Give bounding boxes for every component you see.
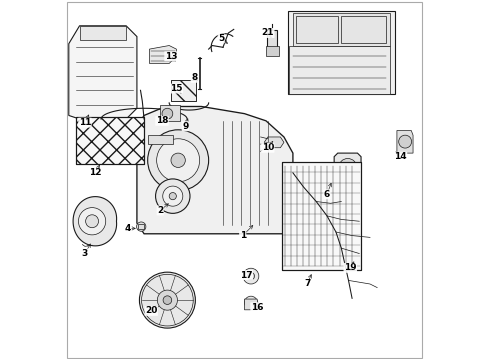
Text: 17: 17 bbox=[240, 270, 252, 279]
Text: 3: 3 bbox=[81, 249, 88, 258]
Circle shape bbox=[162, 108, 172, 119]
Text: 19: 19 bbox=[343, 264, 356, 273]
Text: 21: 21 bbox=[261, 28, 273, 37]
Circle shape bbox=[163, 296, 171, 305]
Bar bbox=[282, 162, 360, 270]
Bar bbox=[76, 117, 144, 164]
Circle shape bbox=[147, 130, 208, 191]
Text: 2: 2 bbox=[157, 206, 163, 215]
Text: 6: 6 bbox=[323, 190, 329, 199]
Bar bbox=[341, 16, 386, 43]
Polygon shape bbox=[396, 131, 412, 153]
Bar bbox=[171, 80, 196, 101]
Bar bbox=[147, 135, 172, 144]
Circle shape bbox=[155, 179, 190, 213]
Text: 16: 16 bbox=[250, 303, 263, 312]
Text: 20: 20 bbox=[145, 306, 157, 315]
Polygon shape bbox=[287, 12, 394, 94]
Bar bbox=[160, 105, 180, 121]
Text: 7: 7 bbox=[304, 279, 310, 288]
Circle shape bbox=[244, 296, 257, 309]
Bar bbox=[171, 80, 196, 101]
Bar bbox=[265, 46, 278, 56]
Bar bbox=[282, 162, 360, 270]
Circle shape bbox=[85, 215, 99, 228]
Text: 11: 11 bbox=[79, 118, 91, 127]
Circle shape bbox=[338, 158, 356, 176]
Text: 4: 4 bbox=[124, 224, 131, 233]
Circle shape bbox=[157, 290, 177, 310]
Text: 12: 12 bbox=[89, 168, 102, 177]
Text: 18: 18 bbox=[156, 116, 168, 125]
Text: 10: 10 bbox=[261, 143, 273, 152]
Circle shape bbox=[243, 268, 258, 284]
Text: 1: 1 bbox=[239, 231, 245, 240]
Text: 9: 9 bbox=[182, 122, 188, 131]
Polygon shape bbox=[80, 26, 126, 40]
Circle shape bbox=[136, 222, 145, 231]
Circle shape bbox=[169, 193, 176, 200]
Text: 15: 15 bbox=[170, 84, 182, 93]
Polygon shape bbox=[264, 137, 284, 148]
Polygon shape bbox=[333, 153, 360, 182]
Circle shape bbox=[139, 272, 195, 328]
Circle shape bbox=[247, 273, 254, 280]
Circle shape bbox=[78, 208, 105, 235]
Polygon shape bbox=[292, 13, 389, 45]
Bar bbox=[76, 117, 144, 164]
Polygon shape bbox=[137, 107, 292, 234]
Circle shape bbox=[247, 300, 253, 306]
Circle shape bbox=[343, 163, 351, 172]
Bar bbox=[266, 30, 277, 47]
Text: 5: 5 bbox=[218, 34, 224, 43]
Circle shape bbox=[171, 153, 185, 167]
Circle shape bbox=[163, 186, 183, 206]
Bar bbox=[296, 16, 337, 43]
Polygon shape bbox=[289, 45, 389, 94]
Circle shape bbox=[398, 135, 411, 148]
Polygon shape bbox=[69, 26, 137, 119]
Polygon shape bbox=[244, 299, 258, 310]
Bar bbox=[138, 224, 144, 229]
Polygon shape bbox=[73, 197, 116, 246]
Circle shape bbox=[156, 139, 199, 182]
Text: 13: 13 bbox=[164, 52, 177, 61]
Text: 14: 14 bbox=[393, 152, 406, 161]
Polygon shape bbox=[149, 45, 176, 63]
Text: 8: 8 bbox=[191, 73, 197, 82]
